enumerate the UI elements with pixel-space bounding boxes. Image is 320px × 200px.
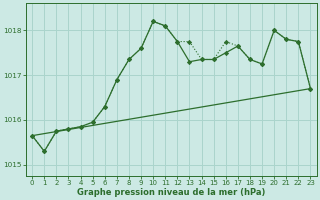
X-axis label: Graphe pression niveau de la mer (hPa): Graphe pression niveau de la mer (hPa) bbox=[77, 188, 266, 197]
